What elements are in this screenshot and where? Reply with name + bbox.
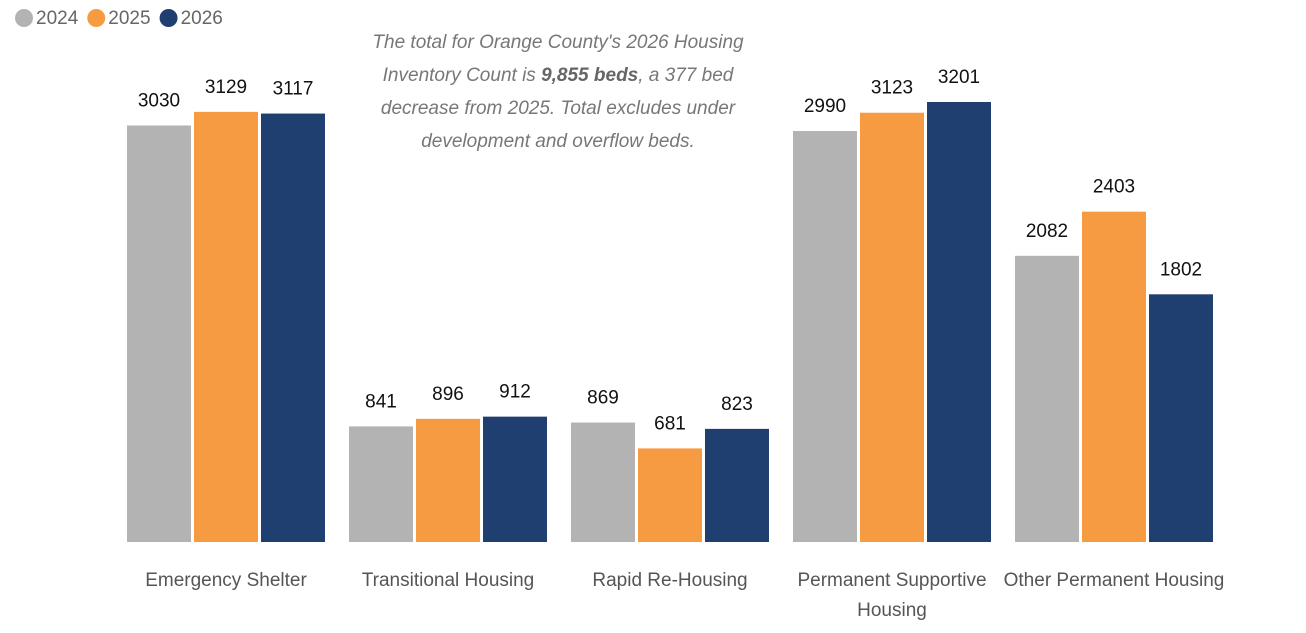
x-tick-label: Other Permanent Housing: [1003, 570, 1225, 591]
data-label: 3117: [273, 79, 314, 100]
bar: [793, 131, 857, 543]
bar: [261, 113, 325, 543]
bar: [927, 102, 991, 542]
annotation: The total for Orange County's 2026 Housi…: [348, 26, 768, 158]
legend-label: 2026: [181, 8, 223, 29]
data-label: 841: [365, 391, 397, 412]
bar: [349, 426, 413, 542]
bar: [1082, 211, 1146, 542]
legend-marker: [87, 9, 106, 27]
data-label: 3201: [938, 67, 980, 88]
data-label: 1802: [1160, 259, 1202, 280]
data-label: 869: [587, 388, 619, 409]
legend-marker: [159, 9, 178, 27]
bar: [571, 422, 635, 542]
data-label: 2403: [1093, 177, 1135, 198]
legend-marker: [15, 9, 33, 27]
bar: [638, 448, 702, 542]
bar: [127, 125, 191, 542]
data-label: 896: [432, 384, 464, 405]
bar: [860, 112, 924, 542]
legend-label: 2025: [108, 8, 150, 29]
annotation-text: , a 377 bed decrease from 2025. Total ex…: [380, 65, 736, 152]
data-label: 912: [499, 382, 531, 403]
annotation-text: The total for Orange County's 2026 Housi…: [372, 32, 744, 86]
bar: [483, 416, 547, 542]
data-label: 2082: [1026, 221, 1068, 242]
data-label: 681: [654, 413, 686, 434]
data-label: 3129: [205, 77, 247, 98]
annotation-emphasis: 9,855 beds: [541, 65, 639, 86]
data-label: 2990: [804, 96, 846, 117]
bar: [1015, 255, 1079, 542]
bar: [1149, 294, 1213, 542]
bar: [705, 428, 769, 542]
data-label: 3030: [138, 91, 180, 112]
bar: [194, 111, 258, 542]
x-tick-label: Rapid Re-Housing: [592, 570, 748, 591]
x-tick-label: Emergency Shelter: [145, 570, 307, 591]
bar: [416, 418, 480, 542]
data-label: 823: [721, 394, 753, 415]
legend-label: 2024: [36, 8, 79, 29]
x-tick-label: Transitional Housing: [361, 570, 535, 591]
data-label: 3123: [871, 78, 913, 99]
x-tick-label: Permanent Supportive Housing: [797, 570, 987, 621]
